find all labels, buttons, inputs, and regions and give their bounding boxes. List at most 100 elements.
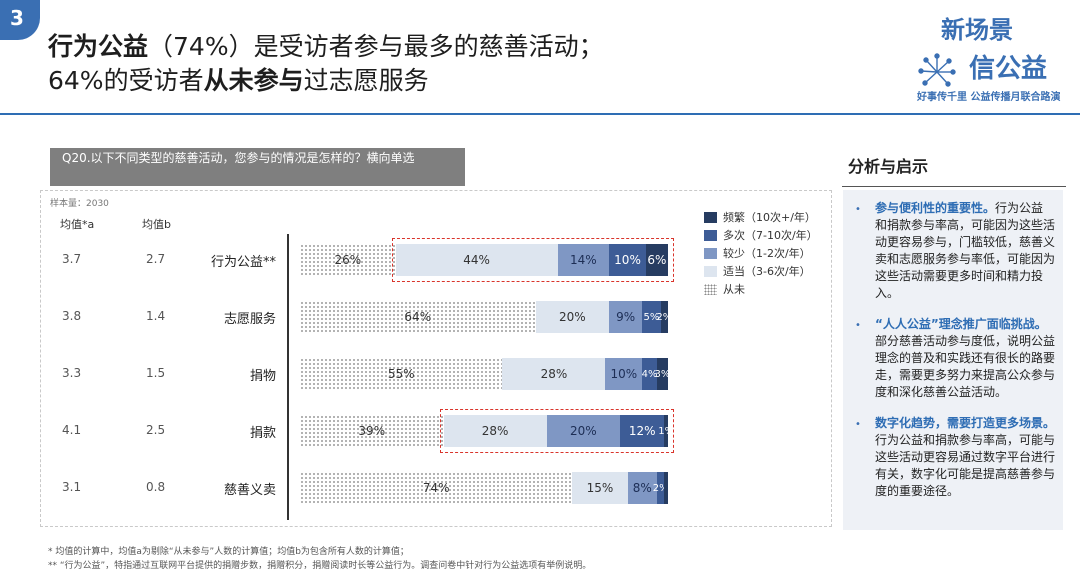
bar-segment: 28% [443,415,547,447]
analysis-item: • “人人公益”理念推广面临挑战。部分慈善活动参与度低，说明公益理念的普及和实践… [855,316,1055,401]
bar-segment: 39% [300,415,444,447]
data-label: 15% [586,481,614,495]
analysis-item: • 参与便利性的重要性。行为公益和捐款参与率高，可能因为这些活动更容易参与，门槛… [855,200,1055,302]
title-line2-a: 64%的受访者 [48,66,204,95]
data-label: 5% [643,311,660,323]
bullet-icon: • [855,419,861,430]
mean-b-value: 2.5 [146,423,166,437]
chart-axis [287,234,289,520]
analysis-text: 行为公益和捐款参与率高，可能与这些活动更容易通过数字平台进行有关，数字化可能是提… [875,433,1056,498]
analysis-divider [842,186,1066,187]
analysis-item: • 数字化趋势，需要打造更多场景。行为公益和捐款参与率高，可能与这些活动更容易通… [855,415,1055,500]
data-label: 9% [616,310,636,324]
data-label: 2% [656,311,673,323]
title-highlight-2: 从未参与 [203,66,304,95]
logo-text-1: 新场景 [941,15,1013,44]
category-label: 行为公益** [210,255,276,270]
data-label: 20% [558,310,586,324]
title-line2-c: 过志愿服务 [303,66,429,95]
bar-segment: 4% [641,358,658,390]
legend-swatch [704,265,717,277]
bar-segment: 10% [605,358,643,390]
data-label: 3% [654,368,671,380]
bar-segment: 44% [395,244,558,276]
bar-segment: 26% [300,244,396,276]
data-label: 8% [632,481,652,495]
stacked-bar: 64% 20% 9% 5% 2% [300,301,672,333]
bar-segment: 5% [642,301,661,333]
legend-item: 适当（3-6次/年） [704,262,818,280]
data-label: 14% [570,253,597,267]
mean-b-value: 0.8 [146,480,166,494]
title-highlight-1: 行为公益 [48,32,149,61]
dandelion-icon [918,53,956,87]
sample-size: 样本量：2030 [50,199,109,209]
analysis-text: 行为公益和捐款参与率高，可能因为这些活动更容易参与，门槛较低，慈善义卖和志愿服务… [875,201,1056,300]
analysis-highlight: 数字化趋势，需要打造更多场景。 [875,416,1056,430]
bar-segment: 6% [645,244,668,276]
data-label: 6% [647,253,667,267]
legend-label: 从未 [723,283,745,296]
bar-segment [664,472,668,504]
stacked-bar: 74% 15% 8% 2% [300,472,669,504]
logo-text-2: 信公益 [969,54,1048,84]
bar-segment: 12% [620,415,665,447]
slide-number-badge: 3 [0,0,40,40]
bullet-icon: • [855,204,861,215]
data-label: 2% [652,482,669,494]
legend-swatch [704,283,717,295]
col-header-mean-a: 均值*a [60,218,95,231]
category-label: 捐款 [249,426,276,441]
bar-segment: 55% [300,358,503,390]
data-label: 28% [481,424,509,438]
mean-a-value: 3.1 [62,480,82,494]
mean-a-value: 3.3 [62,366,82,380]
stacked-bar: 55% 28% 10% 4% 3% [300,358,671,390]
legend-swatch [704,211,717,223]
bar-segment: 2% [656,301,672,333]
bar-segment: 15% [572,472,628,504]
bar-segment: 1% [658,415,674,447]
mean-a-value: 4.1 [62,423,82,437]
stacked-bar: 39% 28% 20% 12% 1% [300,415,674,447]
mean-a-value: 3.7 [62,252,82,266]
analysis-title: 分析与启示 [848,157,929,176]
stacked-bar: 26% 44% 14% 10% 6% [300,244,668,276]
slide-title: 行为公益（74%）是受访者参与最多的慈善活动； 64%的受访者从未参与过志愿服务 [48,30,604,98]
bar-segment: 10% [609,244,646,276]
bar-segment: 64% [300,301,536,333]
data-label: 55% [387,367,415,381]
legend-item: 较少（1-2次/年） [704,244,818,262]
legend-item: 多次（7-10次/年） [704,226,818,244]
legend-swatch [704,229,717,241]
legend-item: 从未 [704,280,818,298]
data-label: 74% [422,481,450,495]
legend-item: 频繁（10次+/年） [704,208,818,226]
header-divider [0,113,1080,115]
bar-segment: 2% [653,472,669,504]
data-label: 44% [463,253,490,267]
legend-label: 较少（1-2次/年） [723,247,811,260]
data-label: 10% [614,253,641,267]
bar-segment: 9% [609,301,643,333]
analysis-text: 部分慈善活动参与度低，说明公益理念的普及和实践还有很长的路要走，需要更多努力来提… [875,334,1056,399]
bar-segment: 20% [546,415,621,447]
brand-logo: 新场景 信公益 好事传千里 公益传播月联合路演 [915,8,1073,104]
legend-label: 频繁（10次+/年） [723,211,816,224]
mean-a-value: 3.8 [62,309,82,323]
data-label: 64% [404,310,432,324]
bar-segment: 3% [654,358,671,390]
highlight-box [439,409,674,453]
category-label: 志愿服务 [223,312,276,327]
bar-segment: 20% [535,301,610,333]
analysis-highlight: “人人公益”理念推广面临挑战。 [875,317,1047,331]
data-label: 20% [570,424,597,438]
bullet-icon: • [855,320,861,331]
legend-swatch [704,247,717,259]
data-label: 26% [334,253,362,267]
footnote-1: * 均值的计算中，均值a为剔除“从未参与”人数的计算值；均值b为包含所有人数的计… [48,547,409,557]
title-line1-rest: （74%）是受访者参与最多的慈善活动； [148,32,604,61]
data-label: 4% [641,368,658,380]
footnote-2: ** “行为公益”，特指通过互联网平台提供的捐赠步数，捐赠积分，捐赠阅读时长等公… [48,561,592,571]
data-label: 10% [610,367,638,381]
